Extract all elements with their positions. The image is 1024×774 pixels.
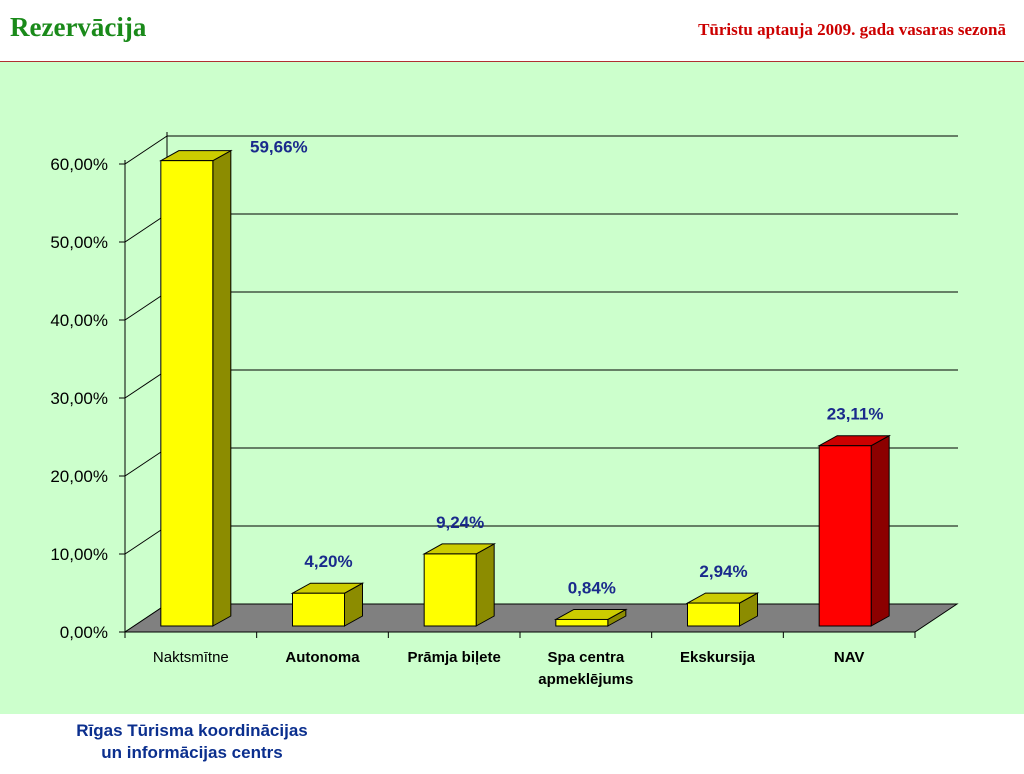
side-gridline	[124, 369, 168, 399]
data-label: 0,84%	[568, 578, 616, 597]
x-tick-label: Spa centra	[547, 649, 624, 666]
side-gridline	[124, 291, 168, 321]
slide-title: Rezervācija	[10, 12, 147, 42]
data-label: 59,66%	[250, 138, 308, 157]
data-label: 23,11%	[827, 405, 884, 424]
data-label: 2,94%	[699, 562, 747, 581]
bar	[423, 553, 477, 627]
y-tick-label: 40,00%	[50, 311, 108, 330]
bar	[818, 445, 872, 627]
y-tick-label: 60,00%	[50, 155, 108, 174]
y-tick-label: 0,00%	[60, 623, 108, 642]
slide-header: Rezervācija Tūristu aptauja 2009. gada v…	[0, 0, 1024, 62]
y-tick-label: 50,00%	[50, 233, 108, 252]
bar-chart: 0,00% 10,00% 20,00% 30,00% 40,00% 50,00% 60,00…	[50, 132, 959, 688]
bar	[687, 602, 740, 627]
x-tick-label: Prāmja biļete	[407, 649, 500, 666]
x-tick-label: Ekskursija	[680, 649, 756, 666]
slide-subtitle: Tūristu aptauja 2009. gada vasaras sezon…	[698, 20, 1006, 39]
side-gridline	[124, 135, 168, 165]
x-tick-label: Naktsmītne	[153, 649, 229, 666]
header-divider	[0, 61, 1024, 62]
x-tick-label: apmeklējums	[538, 671, 633, 688]
bar-side	[212, 149, 232, 627]
footer-line-2: un informācijas centrs	[101, 743, 283, 762]
footer-organization: Rīgas Tūrisma koordinācijas un informāci…	[0, 714, 384, 774]
footer-line-1: Rīgas Tūrisma koordinācijas	[76, 721, 308, 740]
bar	[555, 618, 609, 627]
bar	[160, 160, 214, 627]
bar-side	[870, 434, 890, 627]
x-tick-label: Autonoma	[285, 649, 360, 666]
y-tick-label: 20,00%	[50, 467, 108, 486]
data-label: 9,24%	[436, 513, 484, 532]
side-gridline	[124, 525, 168, 555]
y-tick-label: 10,00%	[50, 545, 108, 564]
y-tick-label: 30,00%	[50, 389, 108, 408]
bar	[292, 592, 345, 627]
side-gridline	[124, 447, 168, 477]
x-tick-label: NAV	[834, 649, 865, 666]
data-label: 4,20%	[304, 552, 352, 571]
bar-side	[475, 543, 495, 627]
side-gridline	[124, 213, 168, 243]
